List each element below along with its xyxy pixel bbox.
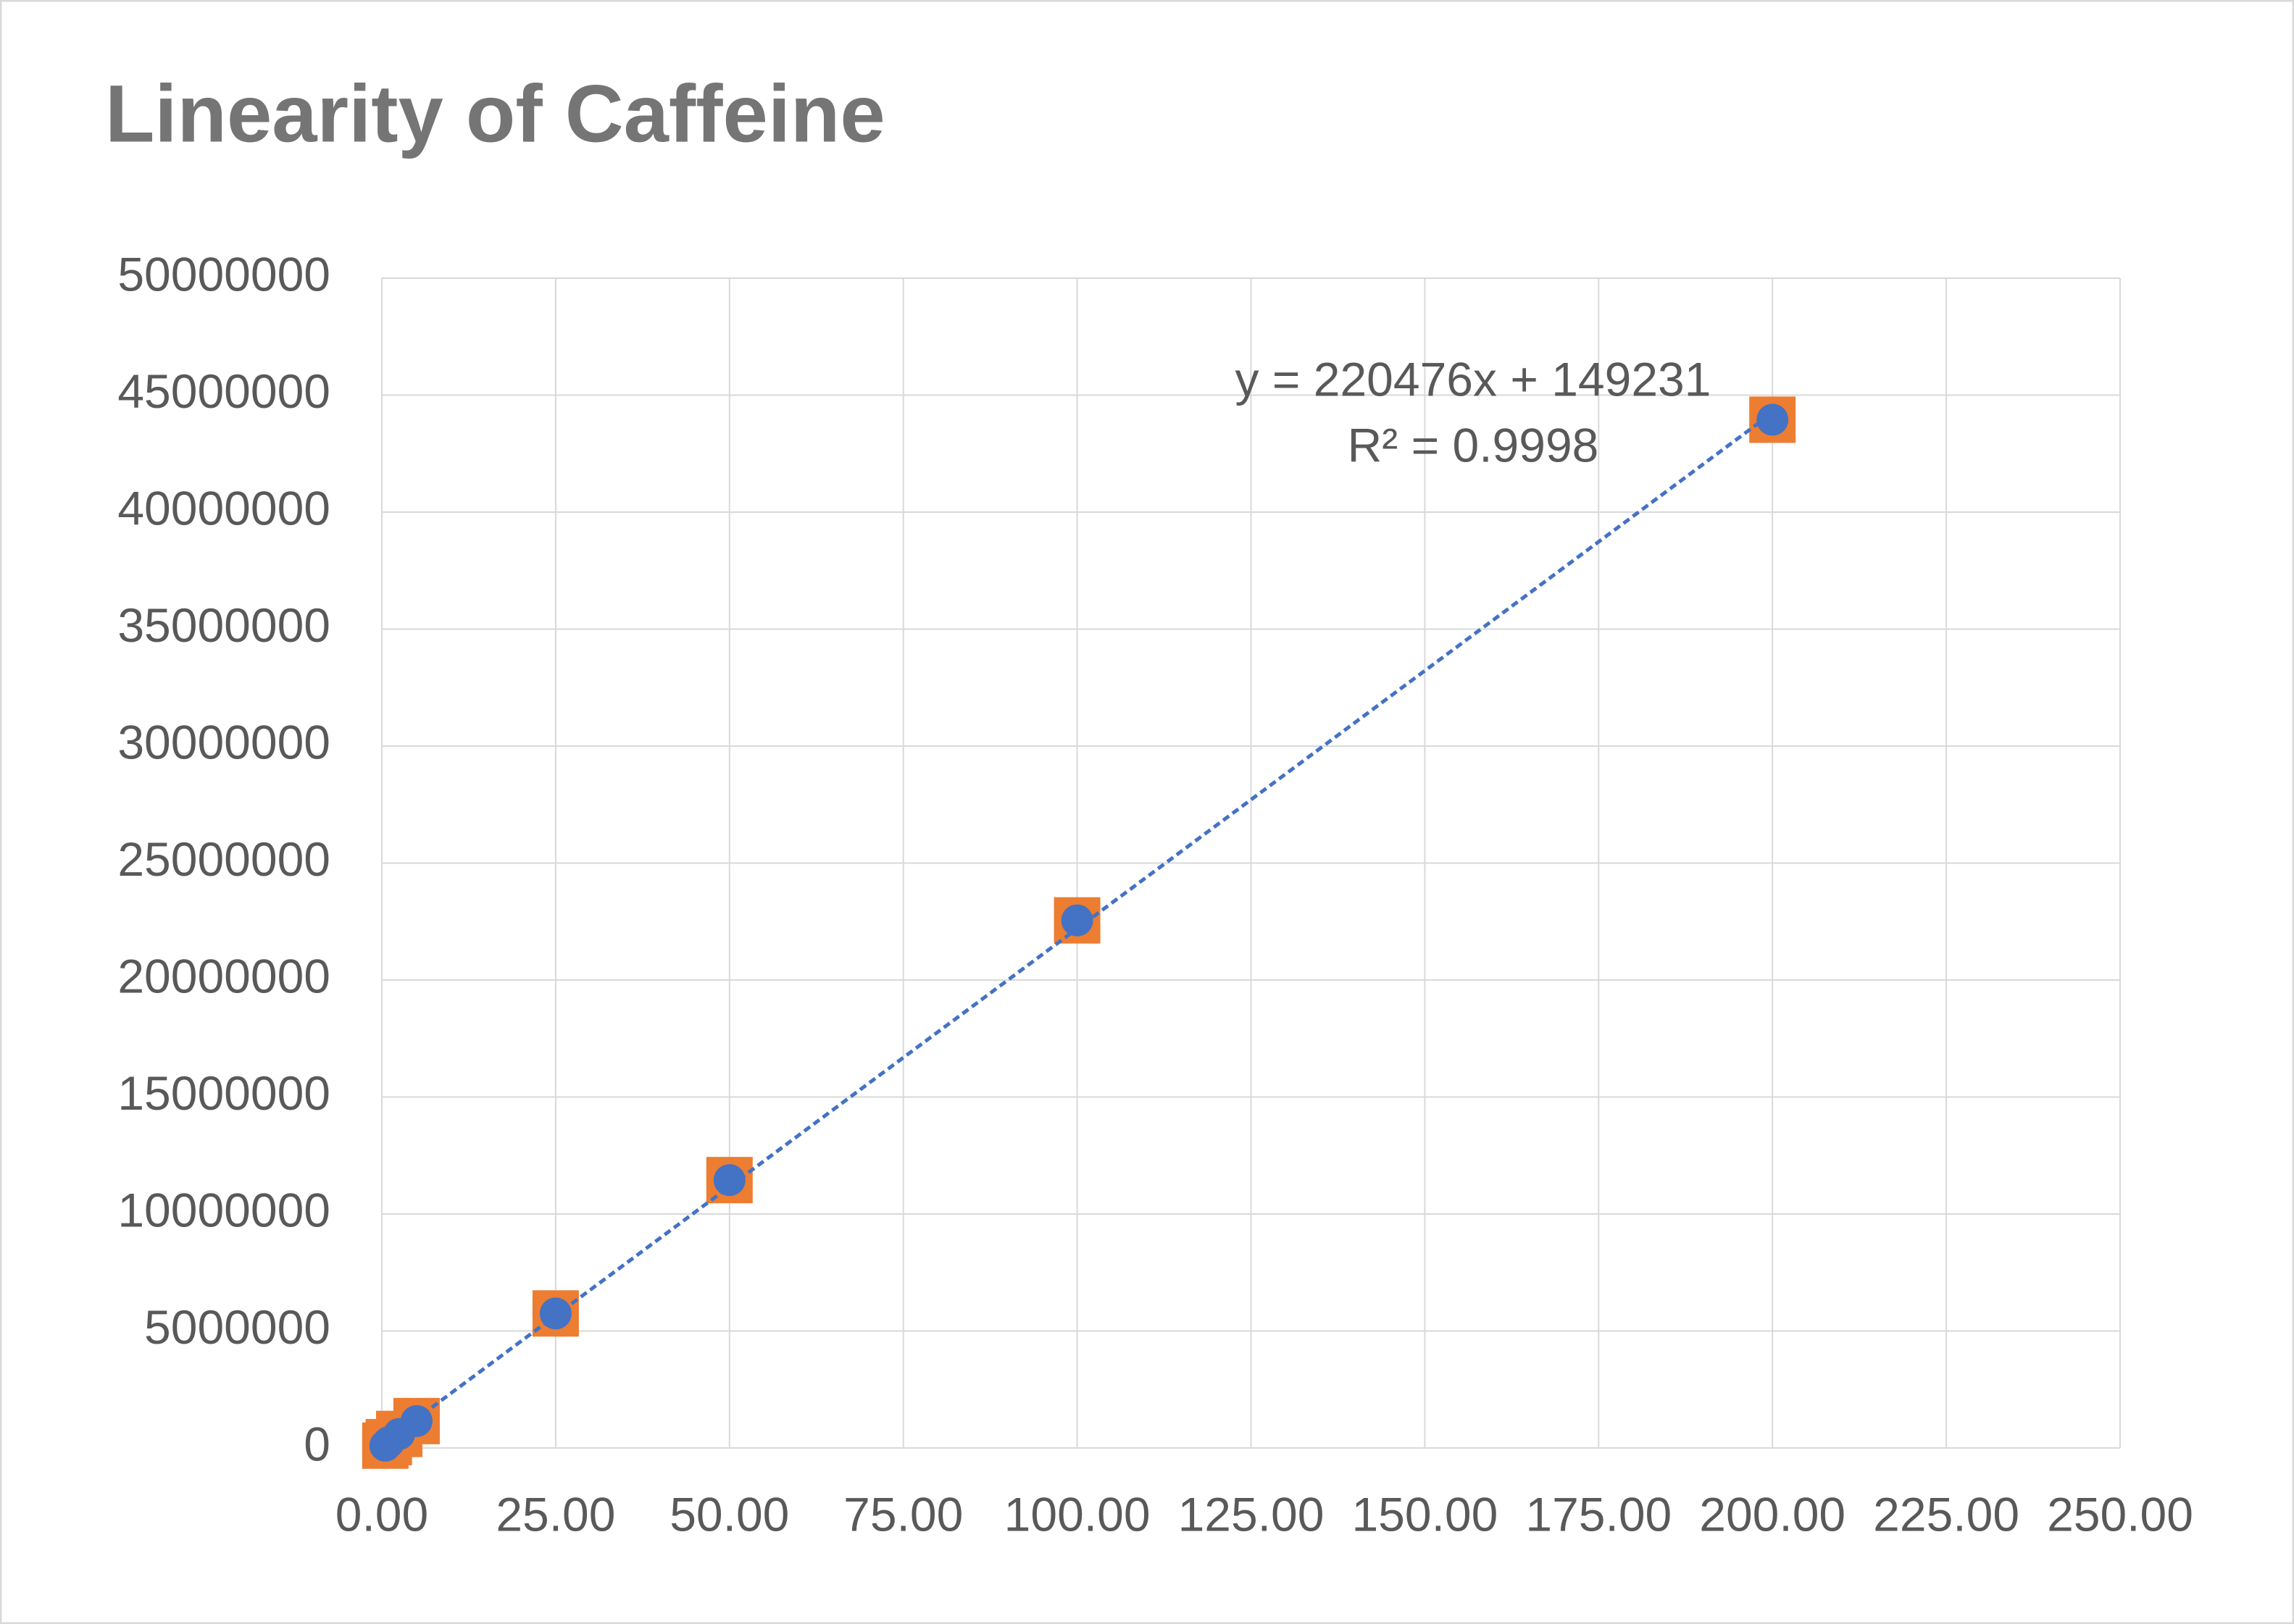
y-tick-label: 45000000: [117, 364, 330, 418]
x-tick-label: 75.00: [843, 1487, 963, 1541]
x-tick-label: 100.00: [1004, 1487, 1151, 1541]
y-tick-label: 15000000: [117, 1066, 330, 1120]
y-tick-label: 40000000: [117, 481, 330, 535]
x-tick-label: 250.00: [2047, 1487, 2193, 1541]
y-tick-label: 5000000: [144, 1300, 330, 1354]
x-tick-label: 225.00: [1873, 1487, 2019, 1541]
y-tick-label: 35000000: [117, 598, 330, 652]
y-tick-label: 25000000: [117, 832, 330, 886]
chart-title: Linearity of Caffeine: [105, 69, 885, 159]
trendline-equation: y = 220476x + 149231: [1235, 352, 1711, 406]
point: [1756, 403, 1789, 436]
y-tick-label: 0: [304, 1417, 330, 1470]
y-tick-label: 20000000: [117, 949, 330, 1003]
x-tick-label: 175.00: [1525, 1487, 1672, 1541]
y-tick-label: 30000000: [117, 715, 330, 769]
trendline: [384, 411, 1774, 1444]
trendline-r2: R² = 0.9998: [1348, 418, 1599, 472]
x-tick-label: 50.00: [670, 1487, 789, 1541]
x-tick-label: 25.00: [496, 1487, 615, 1541]
x-tick-label: 200.00: [1699, 1487, 1845, 1541]
point: [713, 1164, 746, 1197]
point: [1061, 904, 1093, 937]
y-tick-label: 50000000: [117, 247, 330, 301]
x-tick-label: 150.00: [1351, 1487, 1498, 1541]
x-tick-label: 0.00: [335, 1487, 428, 1541]
y-tick-label: 10000000: [117, 1183, 330, 1236]
x-tick-label: 125.00: [1178, 1487, 1325, 1541]
